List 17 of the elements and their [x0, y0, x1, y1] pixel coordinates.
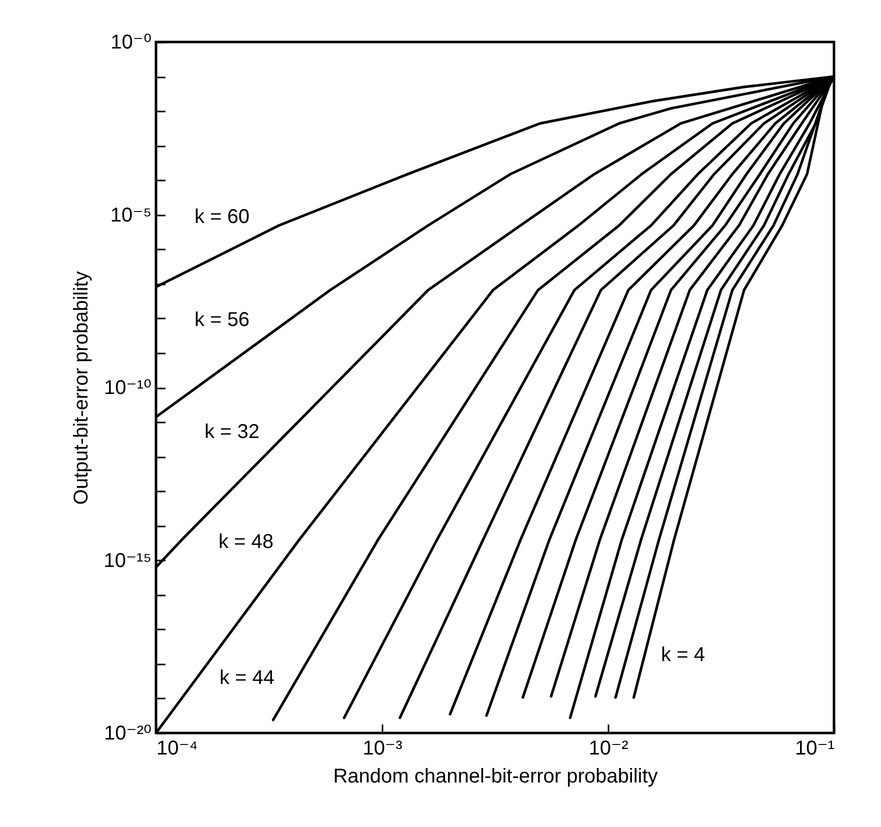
y-axis-title: Output-bit-error probability — [70, 271, 93, 505]
annotation: k = 60 — [194, 206, 250, 228]
annotation: k = 48 — [218, 531, 274, 553]
x-tick-label: 10⁻⁴ — [156, 738, 198, 760]
annotation: k = 44 — [219, 667, 275, 689]
y-tick-label: 10⁻¹⁰ — [104, 377, 152, 399]
y-tick-label: 10⁻¹⁵ — [104, 550, 152, 572]
y-tick-label: 10⁻⁵ — [110, 204, 152, 226]
x-tick-label: 10⁻¹ — [795, 738, 835, 760]
x-tick-label: 10⁻² — [588, 738, 629, 760]
annotation: k = 4 — [661, 644, 705, 666]
annotation: k = 32 — [204, 421, 260, 443]
x-axis-title: Random channel-bit-error probability — [333, 766, 658, 788]
y-tick-label: 10⁻²⁰ — [104, 722, 152, 744]
y-tick-label: 10⁻⁰ — [110, 32, 152, 54]
x-tick-label: 10⁻³ — [362, 738, 403, 760]
annotation: k = 56 — [194, 309, 250, 331]
